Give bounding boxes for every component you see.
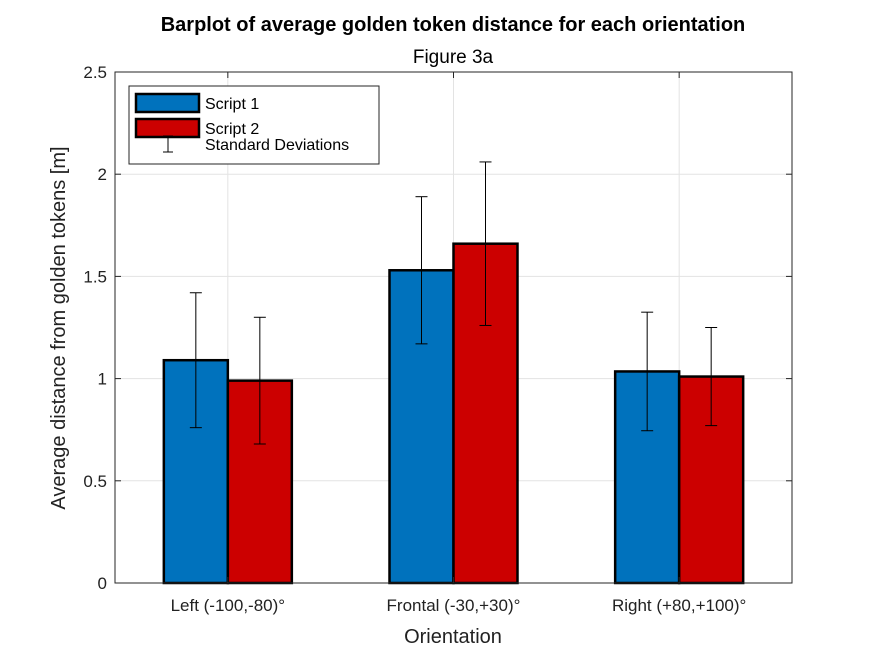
- legend-errorbar-icon: [163, 135, 173, 153]
- y-tick-label: 0: [98, 574, 107, 593]
- legend-swatch-1: [134, 92, 201, 114]
- error-bar-1-3: [641, 311, 654, 432]
- y-tick-label: 1.5: [83, 267, 107, 286]
- legend-label-2: Script 2: [205, 121, 259, 138]
- chart-subtitle: Figure 3a: [413, 47, 494, 68]
- x-tick-label: Right (+80,+100)°: [612, 596, 746, 615]
- chart-title: Barplot of average golden token distance…: [161, 14, 746, 36]
- y-tick-label: 2.5: [83, 63, 107, 82]
- y-axis-label: Average distance from golden tokens [m]: [48, 146, 70, 509]
- legend-label-errorbar: Standard Deviations: [205, 137, 349, 154]
- error-bar-1-1: [189, 292, 202, 429]
- error-bar-2-1: [253, 316, 266, 445]
- x-axis-label: Orientation: [404, 626, 502, 648]
- error-bar-1-2: [415, 196, 428, 345]
- x-tick-label: Frontal (-30,+30)°: [387, 596, 521, 615]
- legend-label-1: Script 1: [205, 96, 259, 113]
- y-tick-label: 0.5: [83, 472, 107, 491]
- x-tick-label: Left (-100,-80)°: [171, 596, 286, 615]
- y-tick-label: 1: [98, 370, 107, 389]
- y-tick-label: 2: [98, 165, 107, 184]
- error-bar-2-2: [479, 161, 492, 326]
- legend-swatch-2: [134, 117, 201, 139]
- error-bar-2-3: [705, 327, 718, 427]
